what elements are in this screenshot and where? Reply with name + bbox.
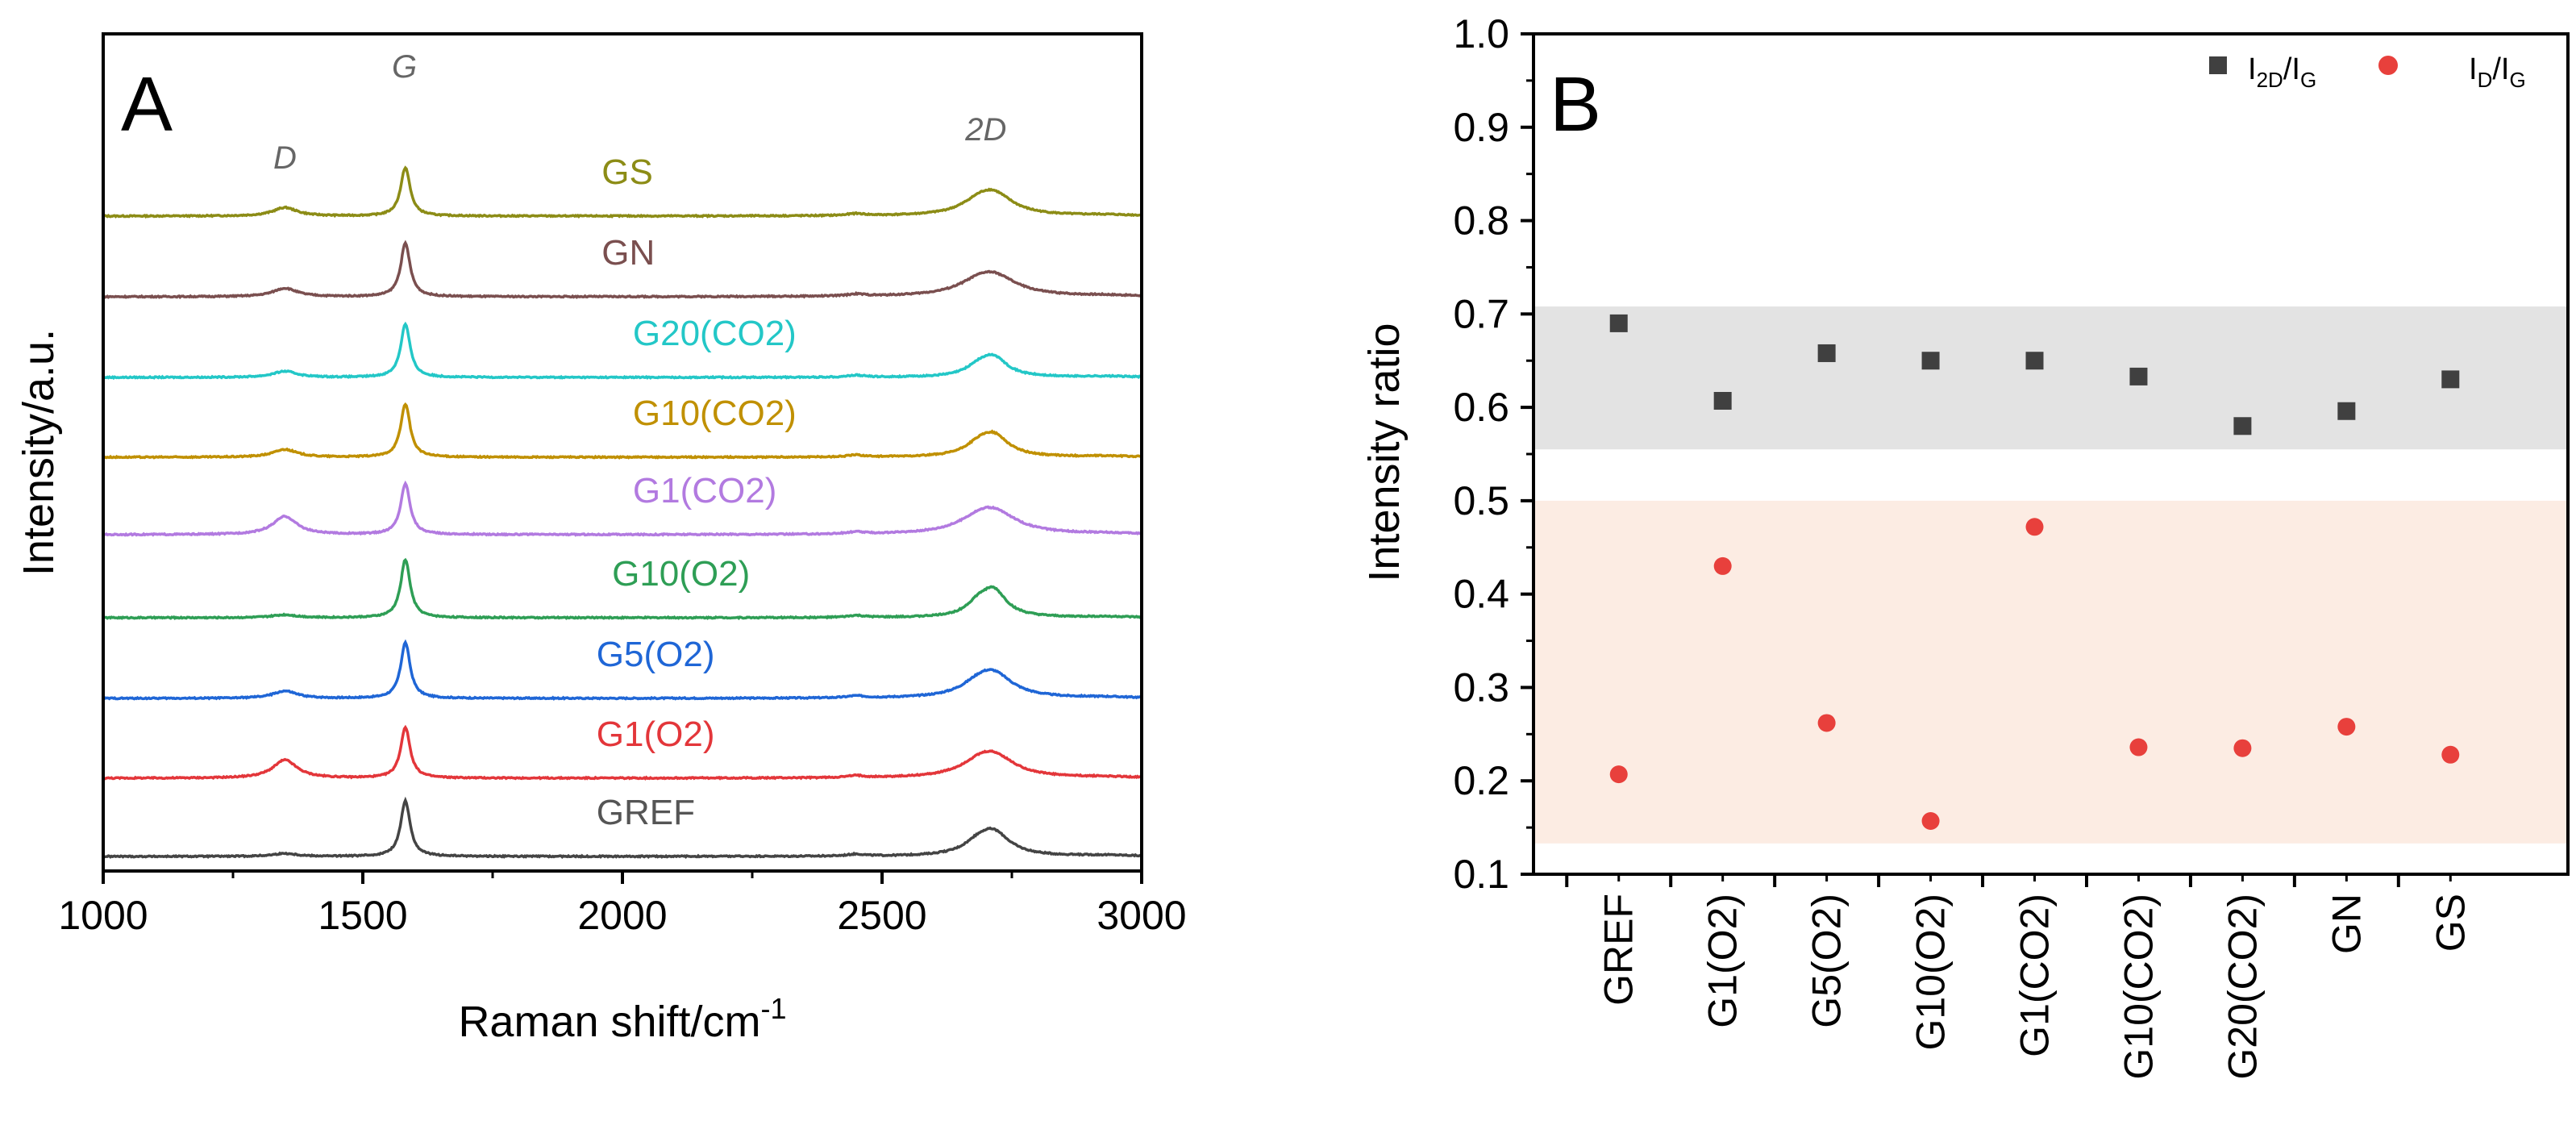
ratio-point-square (2129, 367, 2148, 385)
spectrum-line (102, 796, 1142, 859)
spectrum-line (102, 402, 1142, 460)
x-axis-ticks: GREF G1(O2) G5(O2) G10(O2) G1(CO2) G10(CO2) G2… (1565, 874, 2473, 1080)
legend: I2D/IG ID/IG (2209, 52, 2526, 92)
x-tick-label: 2000 (577, 893, 667, 938)
category-label: G10(CO2) (2116, 894, 2161, 1080)
ratio-point-circle (2441, 745, 2460, 764)
y-tick-label: 0.8 (1453, 198, 1509, 244)
spectrum-line (102, 557, 1142, 621)
ratio-point-square (2233, 417, 2252, 435)
x-tick-label: 1500 (318, 893, 407, 938)
y-tick-label: 0.2 (1453, 758, 1509, 803)
peak-labels: D G 2D (273, 49, 1006, 176)
category-label: G1(CO2) (2012, 894, 2058, 1057)
peak-label: D (273, 140, 297, 176)
spectrum-label: GS (601, 152, 653, 192)
spectrum-line (102, 321, 1142, 381)
ratio-point-square (1609, 314, 1628, 332)
y-axis-title: Intensity/a.u. (15, 329, 63, 576)
ratio-point-circle (2129, 738, 2148, 756)
peak-label: 2D (964, 112, 1006, 148)
spectrum-label: G10(CO2) (633, 394, 797, 433)
spectrum-line (102, 724, 1143, 781)
spectra-traces (102, 165, 1143, 859)
category-label: GN (2324, 894, 2369, 954)
category-label: GS (2428, 894, 2473, 952)
x-axis-title: Raman shift/cm-1 (458, 992, 786, 1046)
category-label: G5(O2) (1804, 894, 1850, 1028)
ratio-point-square (1921, 352, 1940, 370)
y-tick-label: 0.1 (1453, 852, 1509, 897)
y-tick-label: 0.4 (1453, 572, 1509, 617)
y-axis-title: Intensity ratio (1360, 323, 1409, 581)
spectrum-label: G1(O2) (597, 715, 715, 754)
legend-circle-marker (2378, 56, 2398, 75)
spectrum-label: G10(O2) (612, 554, 750, 594)
legend-square-marker (2209, 56, 2227, 74)
spectra-labels: GS GN G20(CO2) G10(CO2) G1(CO2) G10(O2) G5(O2)… (597, 152, 797, 832)
spectrum-label: G5(O2) (597, 635, 715, 674)
y-tick-label: 0.3 (1453, 665, 1509, 710)
ratio-point-circle (2025, 518, 2044, 536)
panel-a-letter: A (121, 61, 173, 148)
shaded-band (1534, 500, 2568, 844)
peak-label: G (392, 49, 417, 85)
y-axis-ticks: 0.1 0.2 0.3 0.4 0.5 0.6 0.7 0.8 0.9 1.0 (1453, 11, 1534, 897)
ratio-point-circle (1713, 556, 1732, 575)
ratio-point-circle (2233, 739, 2252, 757)
ratio-point-circle (2337, 718, 2356, 736)
x-tick-label: 1000 (58, 893, 148, 938)
ratio-point-square (2337, 402, 2356, 420)
ratio-point-circle (1921, 812, 1940, 831)
spectrum-line (102, 165, 1142, 219)
ratio-points (1609, 314, 2460, 831)
ratio-point-square (2025, 352, 2044, 370)
shaded-band (1534, 306, 2568, 450)
spectrum-label: G1(CO2) (633, 471, 776, 510)
y-tick-label: 0.6 (1453, 385, 1509, 430)
spectrum-label: GREF (597, 793, 695, 832)
category-label: GREF (1596, 894, 1642, 1006)
legend-label-i2d-ig: I2D/IG (2248, 52, 2316, 92)
ratio-point-square (1817, 344, 1836, 362)
x-axis-ticks: 1000 1500 2000 2500 3000 (58, 871, 1187, 938)
ratio-point-circle (1609, 765, 1628, 784)
y-tick-label: 1.0 (1453, 11, 1509, 56)
legend-label-id-ig: ID/IG (2469, 52, 2526, 92)
y-tick-label: 0.9 (1453, 105, 1509, 150)
category-label: G10(O2) (1908, 894, 1954, 1051)
panel-b: 0.1 0.2 0.3 0.4 0.5 0.6 0.7 0.8 0.9 1.0 GREF G1(O2… (1360, 11, 2570, 1080)
spectrum-label: GN (601, 233, 655, 273)
ratio-point-square (2441, 370, 2460, 389)
spectrum-label: G20(CO2) (633, 314, 797, 353)
y-tick-label: 0.7 (1453, 291, 1509, 336)
x-tick-label: 3000 (1097, 893, 1186, 938)
category-label: G1(O2) (1700, 894, 1746, 1028)
ratio-bands (1534, 306, 2568, 844)
spectrum-line (102, 480, 1143, 537)
panel-b-letter: B (1550, 61, 1601, 148)
x-tick-label: 2500 (837, 893, 926, 938)
ratio-point-square (1713, 392, 1732, 410)
panel-a: GS GN G20(CO2) G10(CO2) G1(CO2) G10(O2) G5(O2)… (15, 32, 1187, 1046)
ratio-point-circle (1817, 714, 1836, 732)
y-tick-label: 0.5 (1453, 478, 1509, 523)
spectrum-line (102, 639, 1142, 701)
category-label: G20(CO2) (2220, 894, 2265, 1080)
spectrum-line (102, 240, 1142, 300)
